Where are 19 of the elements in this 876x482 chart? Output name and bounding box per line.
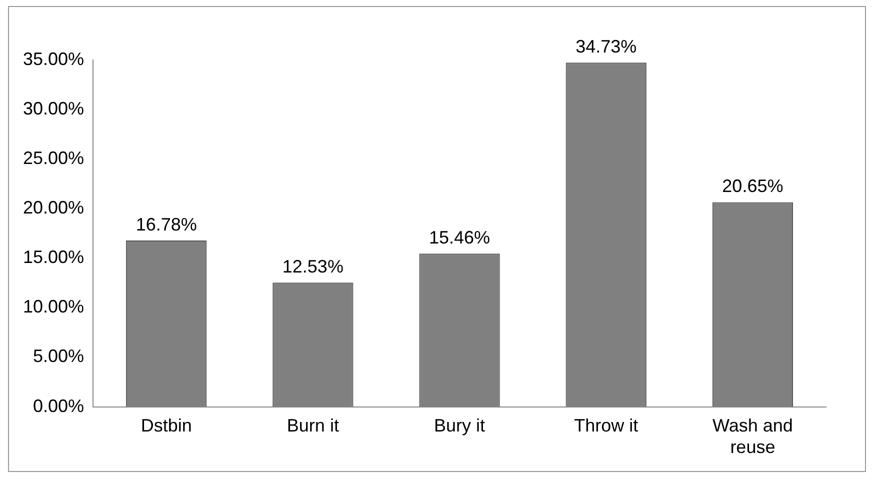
y-tick-label: 25.00% [22,148,84,168]
data-label: 12.53% [282,256,344,277]
data-label: 20.65% [722,176,784,196]
x-tick-label: Dstbin [140,416,192,436]
data-label: 16.78% [136,214,197,235]
y-tick-label: 0.00% [33,396,84,416]
data-label: 15.46% [428,228,490,248]
category-label: Wash and [712,416,793,436]
x-tick-label: Throw it [574,416,638,436]
y-tick-label: 35.00% [22,48,84,69]
x-tick-label: Burn it [286,416,339,436]
y-tick-label: 20.00% [22,198,84,218]
y-tick-label: 30.00% [22,98,84,119]
y-tick-label: 5.00% [33,346,84,366]
y-tick-label: 10.00% [22,296,84,317]
y-tick-label: 15.00% [22,247,84,268]
x-tick-label: Bury it [434,416,486,436]
category-label: reuse [730,437,776,458]
data-label: 34.73% [576,36,637,57]
